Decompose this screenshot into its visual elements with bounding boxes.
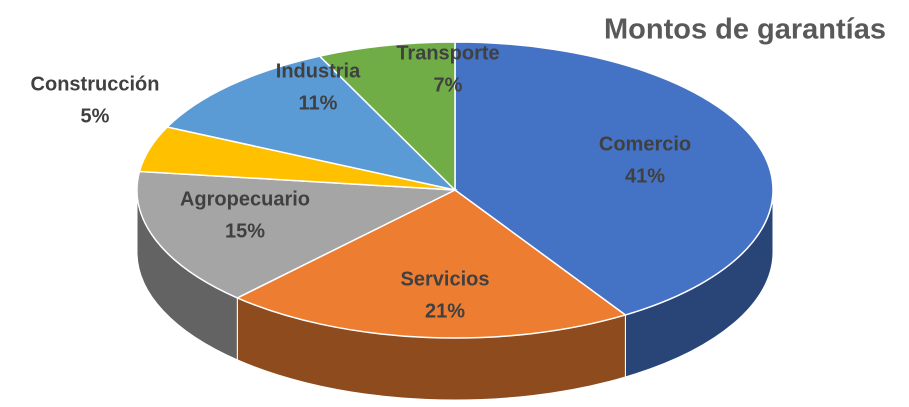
slice-value-label: 15% — [225, 220, 265, 242]
slice — [136, 170, 458, 299]
slice-value-label: 41% — [625, 165, 665, 187]
slice — [165, 55, 458, 192]
slice-label: Servicios — [401, 268, 490, 290]
slice-value-label: 21% — [425, 300, 465, 322]
slice-label: Agropecuario — [180, 188, 310, 210]
slice — [454, 41, 774, 316]
slice-value-label: 5% — [81, 105, 110, 127]
slice-value-label: 7% — [434, 74, 463, 96]
slice-label: Construcción — [31, 73, 160, 95]
chart-title: Montos de garantías — [604, 14, 886, 46]
slice-label: Industria — [276, 60, 361, 82]
slice — [235, 189, 628, 339]
slice — [318, 41, 456, 192]
slice-value-label: 11% — [299, 92, 338, 114]
slice-label: Transporte — [396, 42, 499, 64]
slice-label: Comercio — [599, 133, 691, 155]
